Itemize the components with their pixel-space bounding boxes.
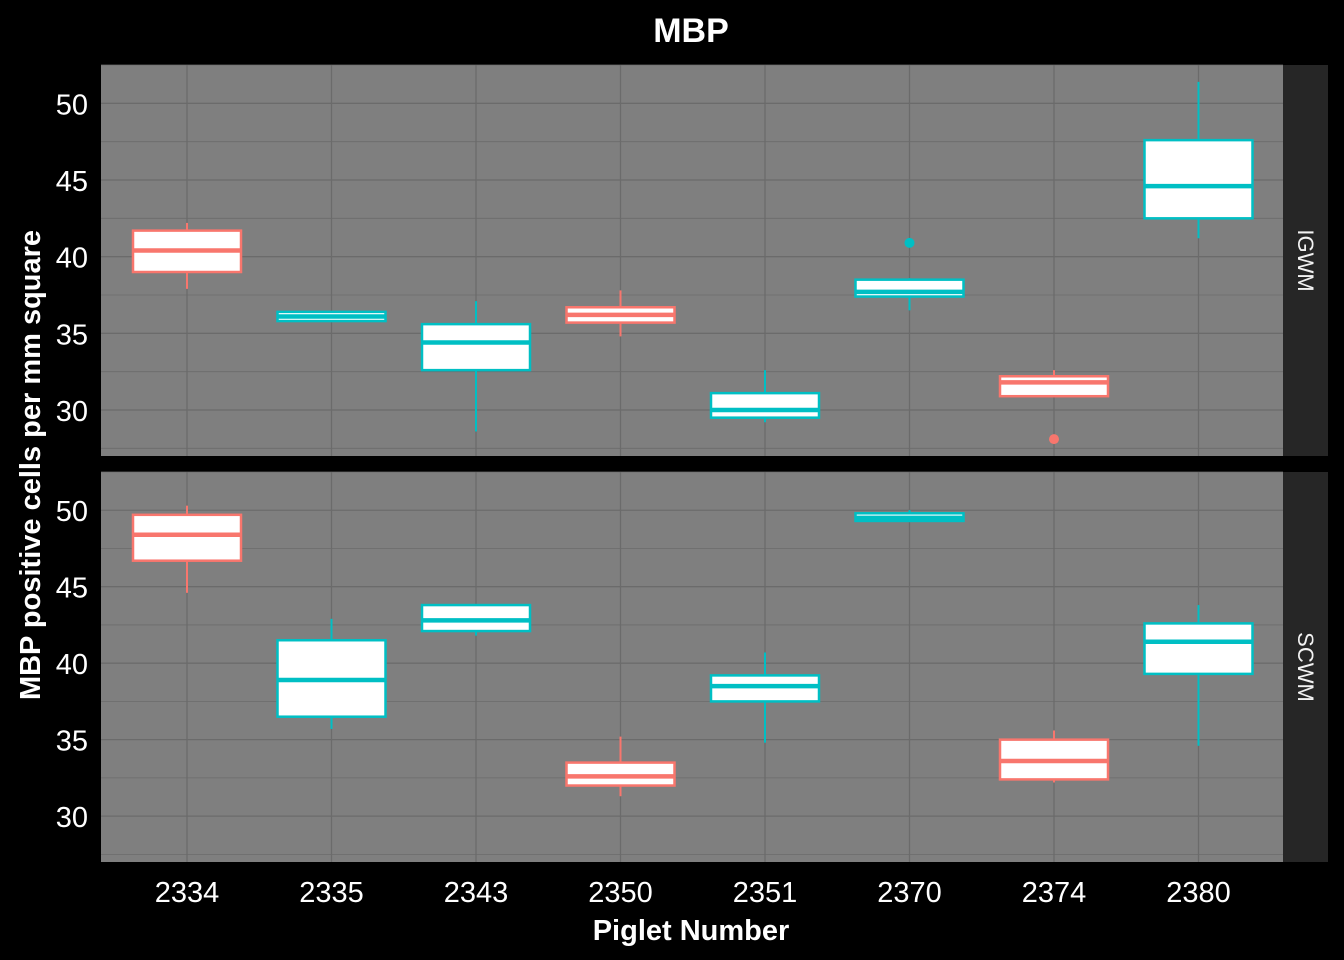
y-tick-label: 50 [56, 496, 88, 528]
box-2370 [854, 510, 965, 523]
box-2380 [1143, 605, 1254, 746]
x-axis-title: Piglet Number [593, 915, 790, 947]
box-2351 [709, 370, 821, 423]
panel-igwm: 30 35 40 45 50 IGWM [56, 64, 1328, 456]
y-tick-label: 45 [56, 166, 88, 198]
y-tick-label: 40 [56, 243, 88, 275]
box-body [420, 603, 532, 633]
outlier-point [904, 237, 915, 248]
box-2370 [854, 237, 965, 311]
box-body [565, 761, 676, 787]
facet-strip-label: IGWM [1293, 229, 1318, 291]
x-tick-label: 2343 [444, 877, 509, 909]
box-body [420, 322, 532, 372]
box-2335 [276, 310, 387, 323]
x-tick-label: 2350 [588, 877, 653, 909]
box-body [131, 513, 243, 562]
x-tick-label: 2370 [877, 877, 942, 909]
y-tick-label: 30 [56, 802, 88, 834]
box-2374 [998, 370, 1110, 445]
box-2335 [276, 618, 387, 729]
plot-area: 30 35 40 45 50 IGWM 30 35 40 45 50 SCWM 2334 2335 2343… [56, 64, 1328, 909]
x-tick-label: 2374 [1022, 877, 1087, 909]
box-2343 [420, 301, 532, 432]
x-tick-label: 2334 [155, 877, 220, 909]
box-body [709, 674, 821, 703]
y-tick-label: 35 [56, 726, 88, 758]
panel-scwm: 30 35 40 45 50 SCWM [56, 471, 1328, 862]
box-body [709, 391, 821, 419]
box-2334 [131, 505, 243, 593]
box-2334 [131, 222, 243, 289]
y-axis-title: MBP positive cells per mm square [15, 230, 47, 700]
y-tick-label: 30 [56, 396, 88, 428]
y-tick-label: 40 [56, 649, 88, 681]
box-body [1143, 138, 1254, 220]
x-tick-label: 2335 [299, 877, 364, 909]
box-body [1143, 622, 1254, 676]
box-2350 [565, 736, 676, 797]
box-2380 [1143, 81, 1254, 239]
outlier-point [1049, 434, 1059, 445]
y-tick-label: 45 [56, 573, 88, 605]
facet-strip [1283, 65, 1328, 456]
facet-strip [1283, 472, 1328, 862]
box-2350 [565, 290, 676, 337]
box-body [998, 375, 1110, 398]
x-tick-label: 2351 [733, 877, 798, 909]
y-tick-label: 35 [56, 319, 88, 351]
x-tick-label: 2380 [1166, 877, 1231, 909]
facet-strip-label: SCWM [1293, 632, 1318, 702]
y-tick-label: 50 [56, 89, 88, 121]
box-2351 [709, 652, 821, 743]
chart-title: MBP [653, 12, 729, 50]
box-2343 [420, 603, 532, 636]
box-2374 [998, 730, 1110, 783]
